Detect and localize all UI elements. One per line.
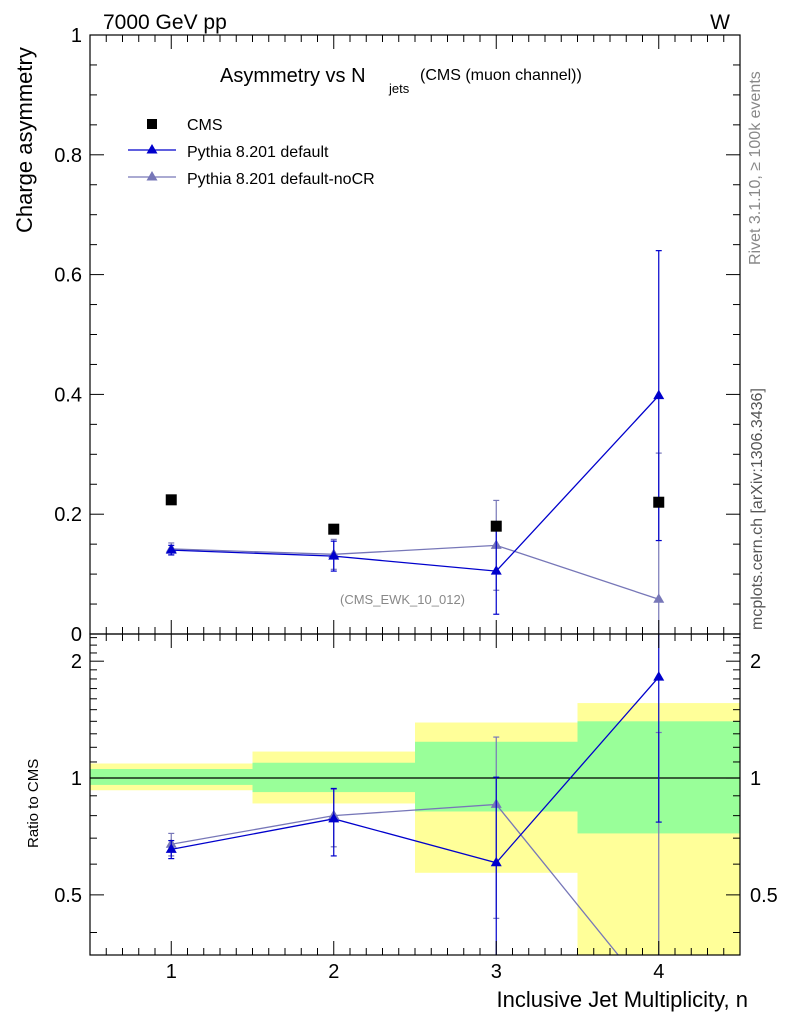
main-title-suffix: (CMS (muon channel)) <box>420 67 582 84</box>
source-label: mcplots.cern.ch [arXiv:1306.3436] <box>749 388 766 630</box>
main-y-tick-label: 0 <box>71 624 82 646</box>
ratio-y-tick-label-right: 0.5 <box>750 885 778 907</box>
main-point-cms <box>328 523 340 535</box>
legend-label-pythia-default: Pythia 8.201 default <box>187 144 329 161</box>
main-y-tick-label: 1 <box>71 25 82 47</box>
x-axis-label: Inclusive Jet Multiplicity, n <box>497 987 748 1012</box>
ratio-point-pythia-default <box>653 671 665 681</box>
x-axis: 1 2 3 4 <box>89 634 741 983</box>
main-y-tick-label: 0.2 <box>54 504 82 526</box>
ratio-line-pythia-nocr <box>171 803 620 955</box>
main-title-text: Asymmetry vs N <box>220 65 366 87</box>
analysis-id-annotation: (CMS_EWK_10_012) <box>340 592 465 607</box>
main-y-tick-label: 0.6 <box>54 265 82 287</box>
ratio-line-pythia-default <box>171 676 660 864</box>
ratio-y-axis-label: Ratio to CMS <box>25 759 42 848</box>
main-point-cms <box>165 494 177 506</box>
ratio-point-pythia-default <box>165 843 177 853</box>
ratio-y-tick-label: 1 <box>71 768 82 790</box>
ratio-band-green <box>252 762 415 793</box>
main-point-pythia-default <box>328 550 340 560</box>
main-point-pythia-default <box>165 544 177 554</box>
main-y-axis: 0 0.2 0.4 0.6 0.8 1 <box>54 25 741 646</box>
main-y-axis-label: Charge asymmetry <box>12 47 37 233</box>
ratio-point-pythia-default <box>328 812 340 823</box>
header-energy-label: 7000 GeV pp <box>103 11 227 34</box>
main-plot-area <box>165 250 665 634</box>
legend: CMS Pythia 8.201 default Pythia 8.201 de… <box>128 117 375 188</box>
x-tick-label: 2 <box>328 961 339 983</box>
legend-label-cms: CMS <box>187 117 223 134</box>
legend-marker-pythia-nocr <box>146 171 158 181</box>
ratio-panel: 0.5 0.5 1 1 2 2 1 2 3 4 Ratio to CMS Inclusive J… <box>25 633 778 1012</box>
legend-marker-cms <box>147 119 157 129</box>
legend-label-pythia-nocr: Pythia 8.201 default-noCR <box>187 171 375 188</box>
rivet-version-label: Rivet 3.1.10, ≥ 100k events <box>747 71 764 265</box>
main-point-pythia-default <box>490 565 502 575</box>
ratio-y-axis: 0.5 0.5 1 1 2 2 <box>54 637 778 933</box>
x-tick-label: 3 <box>491 961 502 983</box>
ratio-y-tick-label-right: 1 <box>750 768 761 790</box>
main-line-pythia-default <box>171 395 660 572</box>
main-line-pythia-nocr <box>171 544 659 600</box>
ratio-band-green <box>90 769 253 785</box>
main-point-pythia-nocr <box>653 593 665 603</box>
ratio-y-tick-label: 2 <box>71 651 82 673</box>
main-point-cms <box>653 496 665 508</box>
x-tick-label: 4 <box>653 961 664 983</box>
ratio-y-tick-label: 0.5 <box>54 885 82 907</box>
main-y-tick-label: 0.4 <box>54 384 82 406</box>
ratio-y-tick-label-right: 2 <box>750 651 761 673</box>
main-panel: 0 0.2 0.4 0.6 0.8 1 Charge asymmetry Asymmetr… <box>12 25 741 646</box>
main-title-subscript: jets <box>388 81 410 96</box>
ratio-plot-area <box>90 634 740 955</box>
ratio-series-group <box>165 634 665 955</box>
header-process-label: W <box>710 11 730 34</box>
main-point-cms <box>490 520 502 532</box>
x-tick-label: 1 <box>166 961 177 983</box>
ratio-point-pythia-default <box>490 856 502 867</box>
main-title: Asymmetry vs N <box>220 65 366 87</box>
main-point-pythia-default <box>653 389 665 400</box>
legend-marker-pythia-default <box>146 144 158 154</box>
main-y-tick-label: 0.8 <box>54 145 82 167</box>
